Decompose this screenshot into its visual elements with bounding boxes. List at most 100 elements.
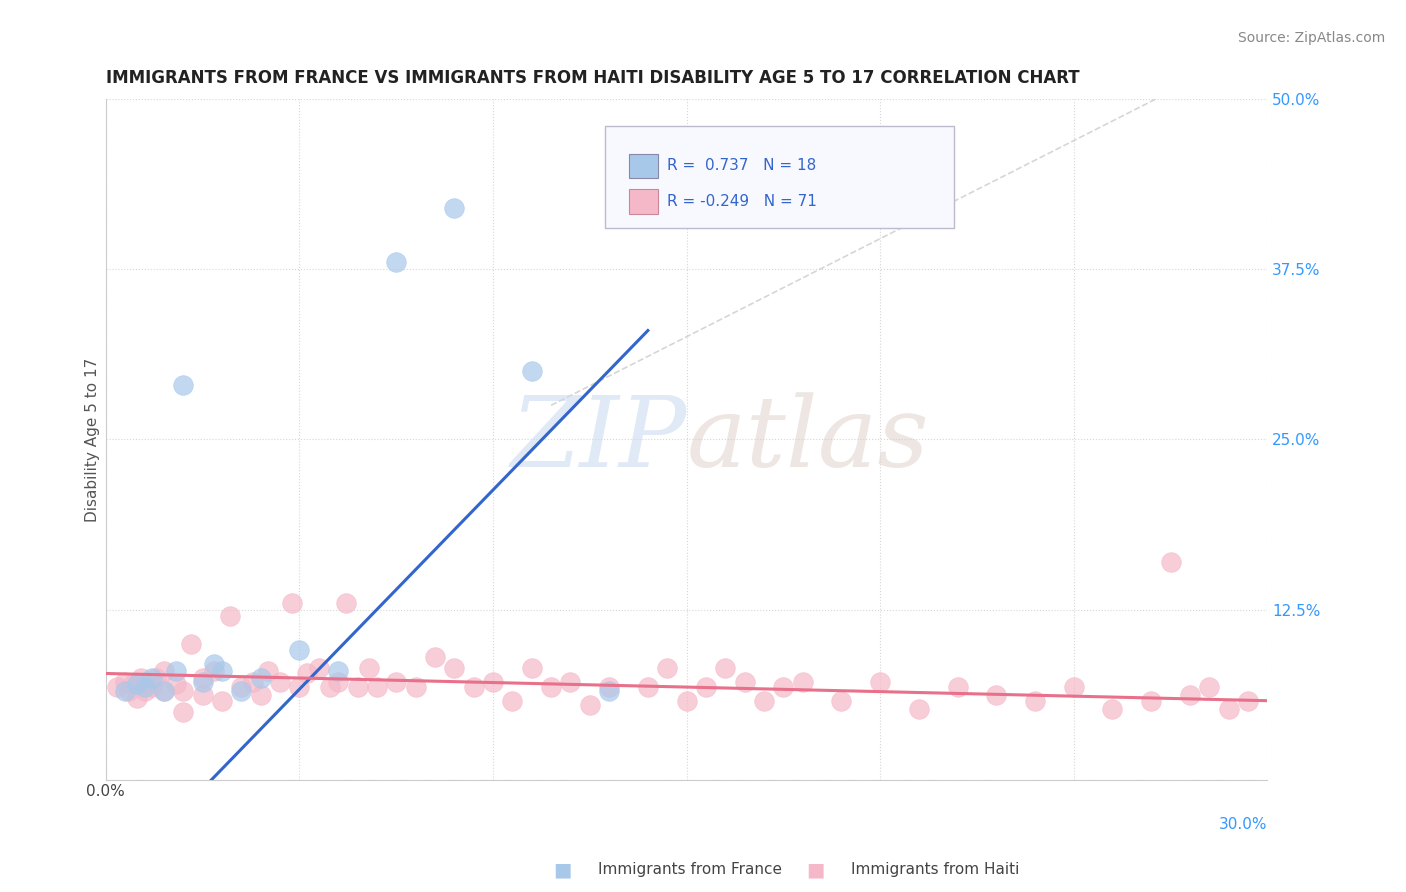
Point [328, 674, 350, 689]
Text: R =  0.737   N = 18: R = 0.737 N = 18 [666, 159, 815, 173]
Point [242, 674, 264, 689]
Point [165, 664, 187, 678]
Point [1024, 694, 1046, 708]
Point [165, 677, 187, 691]
Point [118, 684, 141, 698]
Point [1178, 688, 1201, 702]
Point [141, 671, 163, 685]
Point [319, 680, 342, 694]
Point [443, 661, 465, 675]
Text: Immigrants from France: Immigrants from France [598, 863, 782, 877]
Point [405, 680, 427, 694]
Text: Immigrants from Haiti: Immigrants from Haiti [851, 863, 1019, 877]
Point [1198, 680, 1220, 694]
Point [598, 684, 620, 698]
Point [134, 677, 156, 691]
Point [482, 674, 505, 689]
Text: ■: ■ [553, 860, 572, 880]
Point [734, 674, 756, 689]
FancyBboxPatch shape [628, 189, 658, 213]
Point [249, 688, 271, 702]
Point [172, 684, 194, 698]
Point [172, 705, 194, 719]
Point [257, 664, 280, 678]
Point [385, 255, 408, 269]
Point [114, 684, 136, 698]
Text: atlas: atlas [686, 392, 929, 487]
Point [288, 643, 311, 657]
Text: ■: ■ [806, 860, 825, 880]
Y-axis label: Disability Age 5 to 17: Disability Age 5 to 17 [86, 358, 100, 522]
Point [218, 609, 240, 624]
Point [1140, 694, 1163, 708]
Point [269, 674, 291, 689]
Point [560, 674, 582, 689]
Text: ZIP: ZIP [510, 392, 686, 487]
Point [328, 664, 350, 678]
Point [752, 694, 775, 708]
Point [1237, 694, 1260, 708]
Point [1063, 680, 1085, 694]
Text: R = -0.249   N = 71: R = -0.249 N = 71 [666, 194, 817, 209]
Point [141, 680, 163, 694]
FancyBboxPatch shape [628, 153, 658, 178]
Point [714, 661, 737, 675]
Point [443, 201, 465, 215]
Point [153, 684, 176, 698]
Point [385, 674, 408, 689]
Text: IMMIGRANTS FROM FRANCE VS IMMIGRANTS FROM HAITI DISABILITY AGE 5 TO 17 CORRELATI: IMMIGRANTS FROM FRANCE VS IMMIGRANTS FRO… [105, 69, 1080, 87]
Point [792, 674, 814, 689]
Point [153, 664, 176, 678]
Point [335, 596, 357, 610]
Point [172, 378, 194, 392]
Point [1218, 702, 1240, 716]
Point [540, 680, 562, 694]
Point [520, 661, 543, 675]
Point [637, 680, 659, 694]
Point [107, 680, 129, 694]
Point [695, 680, 717, 694]
Point [129, 671, 152, 685]
Point [122, 677, 145, 691]
Point [366, 680, 388, 694]
Point [657, 661, 679, 675]
Point [986, 688, 1008, 702]
Point [288, 680, 311, 694]
Point [249, 671, 271, 685]
Point [134, 680, 156, 694]
Point [211, 694, 233, 708]
Point [191, 671, 214, 685]
Point [308, 661, 330, 675]
Point [346, 680, 368, 694]
Point [501, 694, 523, 708]
Point [359, 661, 381, 675]
Point [125, 677, 148, 691]
Point [772, 680, 794, 694]
Point [231, 680, 253, 694]
Point [578, 698, 600, 712]
Point [125, 690, 148, 705]
Point [153, 684, 176, 698]
Point [1160, 555, 1182, 569]
Text: 30.0%: 30.0% [1219, 817, 1267, 832]
Point [908, 702, 931, 716]
Point [145, 671, 167, 685]
Point [520, 364, 543, 378]
Point [295, 666, 318, 681]
Point [598, 680, 620, 694]
Point [946, 680, 969, 694]
Point [231, 684, 253, 698]
Text: Source: ZipAtlas.com: Source: ZipAtlas.com [1237, 31, 1385, 45]
Point [114, 674, 136, 689]
Point [280, 596, 302, 610]
Point [1101, 702, 1123, 716]
Point [463, 680, 485, 694]
Point [202, 657, 225, 671]
Point [180, 636, 202, 650]
Point [869, 674, 891, 689]
Point [211, 664, 233, 678]
Point [423, 650, 446, 665]
FancyBboxPatch shape [606, 127, 953, 228]
Point [202, 664, 225, 678]
Point [830, 694, 852, 708]
